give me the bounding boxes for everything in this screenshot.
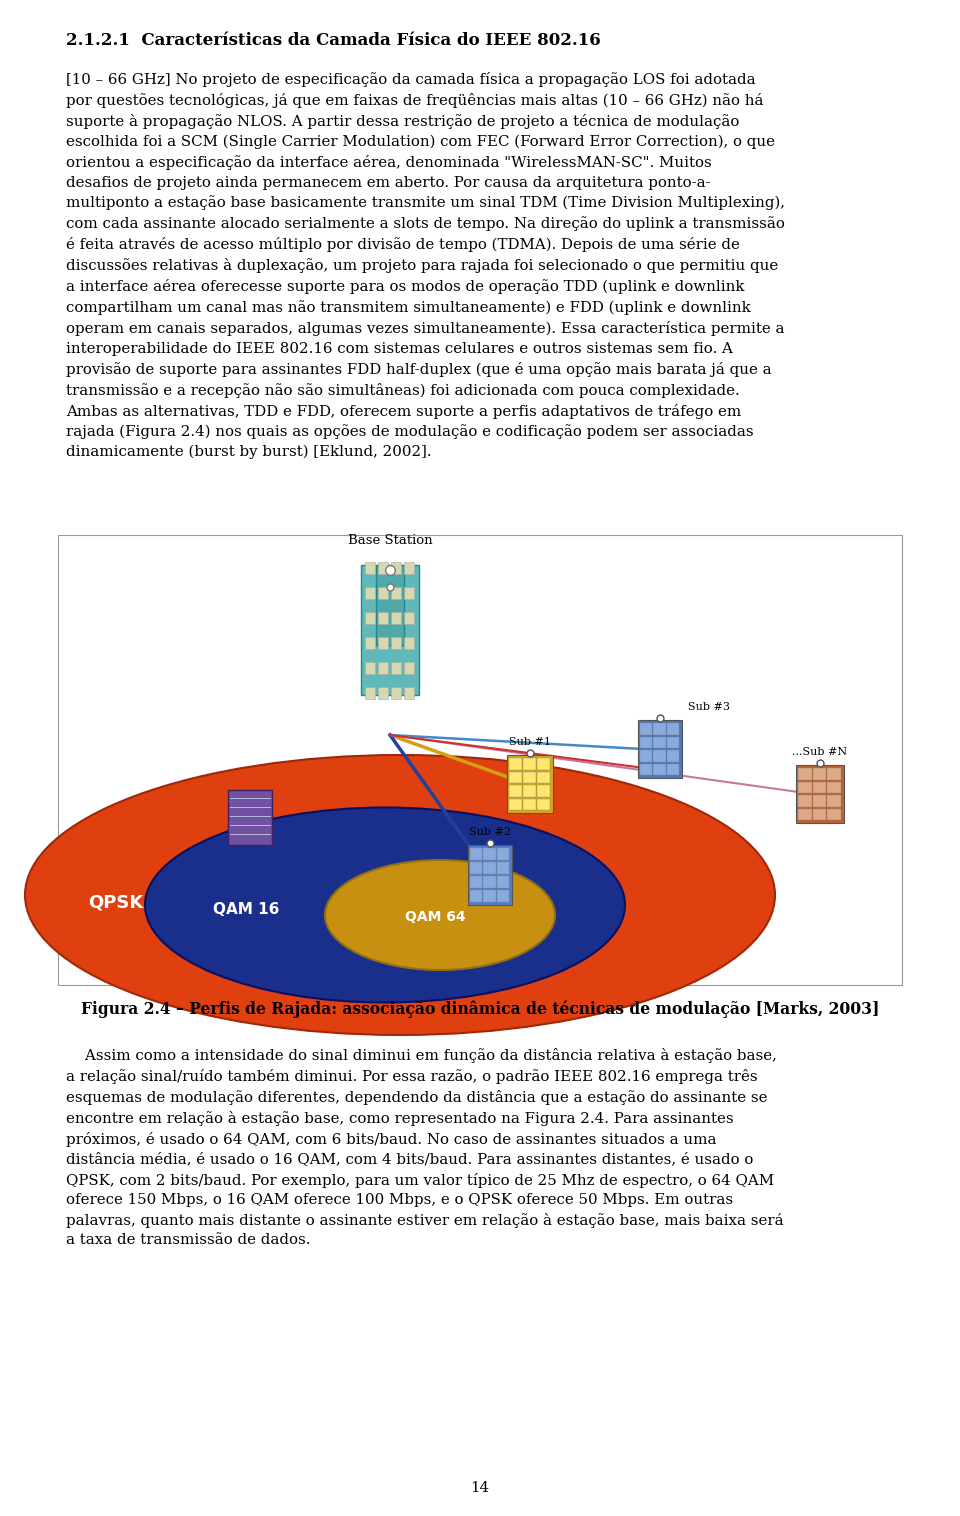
Bar	[496, 863, 509, 875]
Bar	[828, 808, 841, 820]
Bar	[365, 587, 375, 599]
Bar	[365, 562, 375, 575]
Text: Sub #3: Sub #3	[688, 702, 730, 713]
Text: 14: 14	[470, 1481, 490, 1495]
Bar	[470, 863, 482, 875]
Bar	[404, 562, 414, 575]
Bar	[378, 662, 388, 675]
Bar	[58, 535, 902, 985]
Bar	[828, 794, 841, 807]
Bar	[654, 750, 665, 761]
Text: ...Sub #N: ...Sub #N	[792, 747, 848, 756]
Bar	[378, 587, 388, 599]
Bar	[365, 687, 375, 699]
Bar	[391, 612, 401, 625]
Text: QAM 16: QAM 16	[213, 902, 279, 917]
Bar	[404, 637, 414, 649]
Bar	[228, 790, 272, 844]
Bar	[376, 565, 404, 644]
Bar	[468, 844, 512, 905]
Bar	[496, 890, 509, 902]
Bar	[654, 737, 665, 747]
Bar	[523, 758, 536, 770]
Text: QAM 64: QAM 64	[405, 910, 466, 923]
Ellipse shape	[145, 808, 625, 1002]
Ellipse shape	[325, 860, 555, 970]
Text: Sub #2: Sub #2	[469, 828, 511, 837]
Bar	[507, 755, 553, 813]
Ellipse shape	[25, 755, 775, 1035]
Bar	[813, 782, 827, 793]
Bar	[483, 847, 495, 860]
Bar	[537, 785, 550, 796]
Bar	[798, 808, 811, 820]
Text: QPSK: QPSK	[88, 894, 143, 913]
Bar	[666, 750, 679, 761]
Bar	[509, 758, 522, 770]
Bar	[523, 772, 536, 782]
Bar	[404, 612, 414, 625]
Bar	[509, 772, 522, 782]
Bar	[640, 764, 653, 775]
Bar	[640, 737, 653, 747]
Text: [10 – 66 GHz] No projeto de especificação da camada física a propagação LOS foi : [10 – 66 GHz] No projeto de especificaçã…	[66, 71, 785, 459]
Bar	[509, 785, 522, 796]
Bar	[509, 799, 522, 810]
Bar	[666, 723, 679, 734]
Bar	[483, 876, 495, 888]
Bar	[391, 687, 401, 699]
Bar	[537, 758, 550, 770]
Bar	[638, 720, 682, 778]
Bar	[796, 766, 844, 823]
Bar	[640, 750, 653, 761]
Bar	[404, 687, 414, 699]
Bar	[404, 662, 414, 675]
Bar	[828, 782, 841, 793]
Bar	[361, 565, 419, 694]
Bar	[378, 637, 388, 649]
Bar	[537, 772, 550, 782]
Bar	[813, 808, 827, 820]
Bar	[654, 764, 665, 775]
Bar	[483, 863, 495, 875]
Text: Base Station: Base Station	[348, 534, 432, 547]
Bar	[798, 794, 811, 807]
Bar	[798, 769, 811, 779]
Text: Assim como a intensidade do sinal diminui em função da distância relativa à esta: Assim como a intensidade do sinal diminu…	[66, 1048, 783, 1248]
Bar	[391, 637, 401, 649]
Bar	[813, 769, 827, 779]
Bar	[365, 612, 375, 625]
Bar	[798, 782, 811, 793]
Bar	[391, 587, 401, 599]
Bar	[404, 587, 414, 599]
Text: 2.1.2.1  Características da Camada Física do IEEE 802.16: 2.1.2.1 Características da Camada Física…	[66, 32, 601, 49]
Bar	[365, 662, 375, 675]
Text: Figura 2.4 – Perfis de Rajada: associação dinâmica de técnicas de modulação [Mar: Figura 2.4 – Perfis de Rajada: associaçã…	[81, 1001, 879, 1017]
Bar	[470, 876, 482, 888]
Bar	[523, 799, 536, 810]
Bar	[391, 562, 401, 575]
Bar	[391, 662, 401, 675]
Bar	[378, 687, 388, 699]
Bar	[470, 847, 482, 860]
Bar	[378, 612, 388, 625]
Text: Sub #1: Sub #1	[509, 737, 551, 747]
Bar	[365, 637, 375, 649]
Bar	[666, 764, 679, 775]
Bar	[483, 890, 495, 902]
Bar	[666, 737, 679, 747]
Bar	[654, 723, 665, 734]
Bar	[828, 769, 841, 779]
Bar	[813, 794, 827, 807]
Bar	[523, 785, 536, 796]
Bar	[640, 723, 653, 734]
Bar	[496, 847, 509, 860]
Bar	[470, 890, 482, 902]
Bar	[378, 562, 388, 575]
Bar	[496, 876, 509, 888]
Bar	[537, 799, 550, 810]
